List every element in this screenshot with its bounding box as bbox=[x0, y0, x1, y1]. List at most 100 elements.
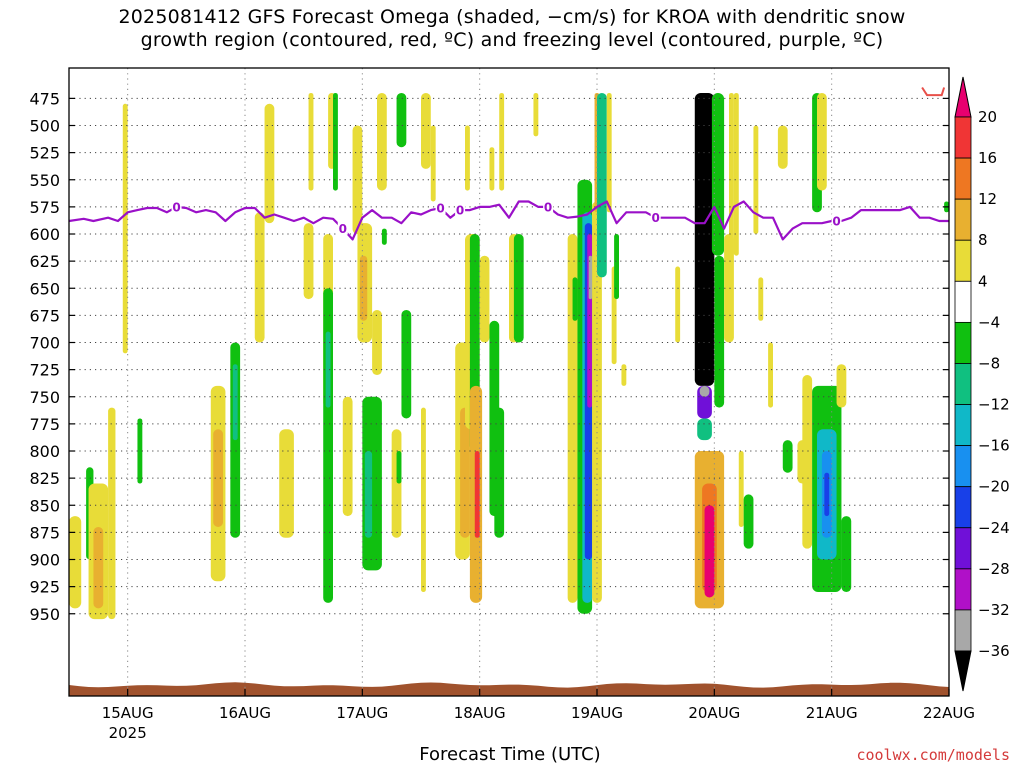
y-tick-label: 525 bbox=[29, 144, 60, 163]
omega-cell bbox=[93, 526, 104, 609]
freezing-contour-label: 0 bbox=[436, 201, 444, 215]
freezing-contour-label: 0 bbox=[456, 204, 464, 218]
contour-label-bg bbox=[435, 200, 446, 214]
omega-cell bbox=[489, 147, 495, 191]
freezing-contour-label: 0 bbox=[651, 211, 659, 225]
omega-cell bbox=[494, 407, 505, 538]
freezing-level-contour: 000 0 00 0 bbox=[68, 199, 949, 241]
omega-cell bbox=[699, 385, 710, 397]
omega-cell bbox=[697, 418, 712, 441]
omega-cell bbox=[588, 255, 593, 300]
colorbar-label: 20 bbox=[978, 108, 997, 126]
omega-cell bbox=[377, 92, 387, 191]
colorbar-label: −28 bbox=[978, 560, 1010, 578]
y-tick-label: 900 bbox=[29, 551, 60, 570]
colorbar-label: −4 bbox=[978, 313, 1000, 331]
omega-cell bbox=[137, 418, 143, 484]
omega-cell bbox=[232, 364, 238, 441]
omega-cell bbox=[396, 451, 402, 484]
omega-cell bbox=[279, 429, 294, 538]
y-tick-label: 650 bbox=[29, 279, 60, 298]
y-tick-label: 550 bbox=[29, 171, 60, 190]
colorbar-swatch bbox=[954, 157, 972, 200]
freezing-contour-label: 0 bbox=[172, 200, 180, 214]
omega-cell bbox=[364, 451, 373, 538]
omega-cell bbox=[372, 309, 382, 376]
omega-cell bbox=[768, 342, 773, 408]
omega-cell bbox=[711, 92, 725, 256]
colorbar-label: −20 bbox=[978, 478, 1010, 496]
omega-cell bbox=[614, 234, 619, 300]
contour-label-bg bbox=[171, 199, 182, 213]
x-tick-label: 18AUG bbox=[454, 704, 506, 722]
y-tick-label: 850 bbox=[29, 496, 60, 515]
colorbar-swatch bbox=[954, 321, 972, 364]
y-tick-label: 600 bbox=[29, 225, 60, 244]
x-axis: 15AUG 2025 16AUG 17AUG 18AUG 19AUG 20AUG 21AUG 2… bbox=[102, 689, 975, 742]
omega-cell bbox=[694, 92, 715, 386]
colorbar-swatch bbox=[954, 527, 972, 570]
omega-cell bbox=[359, 255, 368, 321]
colorbar-label: −32 bbox=[978, 601, 1010, 619]
omega-cell bbox=[714, 255, 725, 408]
omega-cell bbox=[69, 516, 82, 609]
y-tick-label: 750 bbox=[29, 388, 60, 407]
contour-label-bg bbox=[455, 203, 466, 217]
colorbar-swatch bbox=[954, 280, 972, 323]
omega-cell bbox=[841, 516, 852, 593]
site-credit: coolwx.com/models bbox=[856, 746, 1010, 764]
omega-cell bbox=[567, 234, 578, 603]
colorbar-swatch bbox=[954, 198, 972, 241]
colorbar-swatch bbox=[954, 568, 972, 611]
contour-label-bg bbox=[337, 221, 348, 235]
colorbar-swatch bbox=[954, 116, 972, 159]
omega-cell bbox=[474, 451, 480, 538]
x-tick-label: 21AUG bbox=[806, 704, 858, 722]
omega-cell bbox=[381, 228, 387, 245]
omega-cell bbox=[724, 234, 734, 343]
omega-cell bbox=[817, 92, 827, 191]
y-tick-label: 575 bbox=[29, 198, 60, 217]
y-tick-label: 800 bbox=[29, 442, 60, 461]
omega-cell bbox=[308, 92, 314, 191]
omega-cell bbox=[743, 494, 754, 549]
colorbar-swatch bbox=[954, 445, 972, 488]
colorbar-top-arrow bbox=[954, 76, 972, 118]
contour-label-bg bbox=[650, 210, 661, 224]
omega-cell bbox=[572, 277, 578, 321]
terrain-fill bbox=[69, 682, 949, 696]
y-tick-label: 675 bbox=[29, 306, 60, 325]
colorbar-label: −12 bbox=[978, 396, 1010, 414]
y-tick-label: 825 bbox=[29, 469, 60, 488]
omega-cell bbox=[777, 125, 788, 169]
omega-cell bbox=[704, 505, 715, 598]
colorbar-bottom-arrow bbox=[954, 650, 972, 692]
omega-cell bbox=[213, 429, 223, 527]
omega-cell bbox=[802, 375, 813, 549]
omega-cell bbox=[122, 103, 128, 354]
colorbar-label: 12 bbox=[978, 190, 997, 208]
freezing-contour-label: 0 bbox=[544, 200, 552, 214]
colorbar-label: −16 bbox=[978, 437, 1010, 455]
colorbar-swatch bbox=[954, 609, 972, 652]
omega-cell bbox=[391, 429, 402, 538]
y-tick-label: 775 bbox=[29, 415, 60, 434]
omega-cell bbox=[325, 331, 331, 408]
contour-label-bg bbox=[831, 213, 842, 227]
omega-cell bbox=[592, 201, 602, 603]
y-tick-label: 875 bbox=[29, 523, 60, 542]
x-tick-label: 15AUG bbox=[102, 704, 154, 722]
chart-title-line-1: 2025081412 GFS Forecast Omega (shaded, −… bbox=[118, 6, 906, 28]
colorbar-label: −24 bbox=[978, 519, 1010, 537]
omega-cell bbox=[108, 407, 116, 620]
x-tick-label: 16AUG bbox=[219, 704, 271, 722]
y-tick-label: 925 bbox=[29, 578, 60, 597]
freezing-contour-label: 0 bbox=[339, 222, 347, 236]
omega-cell bbox=[758, 277, 764, 321]
omega-cell bbox=[460, 407, 470, 538]
omega-cell bbox=[533, 92, 539, 137]
omega-cell bbox=[333, 92, 338, 191]
colorbar-swatch bbox=[954, 404, 972, 447]
omega-cell bbox=[738, 451, 744, 527]
